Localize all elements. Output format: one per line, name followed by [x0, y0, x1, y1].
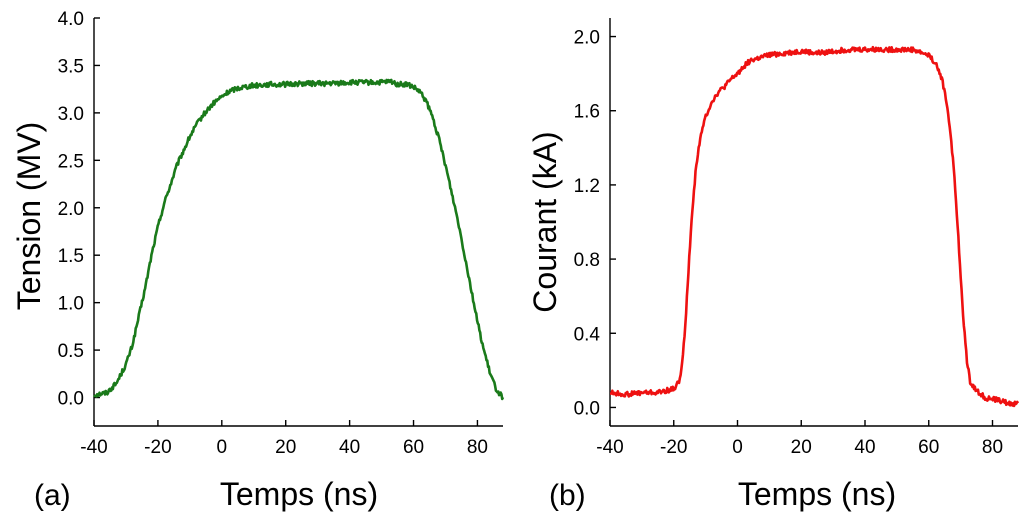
panel-b-x-tick-label: 0: [732, 437, 743, 458]
panel-b-x-tick-label: 60: [918, 437, 939, 458]
panel-a-plot-area: 0.0 0.5 1.0 1.5 2.0 2.5 3.0 3.5 4.0 -40 -20 0 20 40 60…: [58, 9, 505, 458]
panel-b-x-axis-title: Temps (ns): [738, 476, 896, 512]
panel-b-x-tick-label: -20: [660, 437, 687, 458]
panel-a-y-tick-label: 4.0: [58, 9, 84, 30]
panel-a-y-tick-label: 3.0: [58, 104, 84, 125]
panel-b-x-tick-label: 20: [791, 437, 812, 458]
panel-a-x-axis-title: Temps (ns): [220, 476, 378, 512]
panel-a-y-tick-label: 0.5: [58, 341, 84, 362]
panel-a-x-tick-label: 0: [217, 437, 228, 458]
panel-b-y-tick-label: 0.8: [574, 250, 600, 271]
panel-a-y-tick-label: 1.0: [58, 294, 84, 315]
panel-a-y-tick-label: 2.0: [58, 199, 84, 220]
panel-b-series-line: [609, 45, 1019, 408]
panel-a-y-tick-label: 3.5: [58, 56, 84, 77]
panel-a-series-line: [93, 78, 505, 401]
panel-a-y-axis-title: Tension (MV): [11, 122, 47, 311]
panel-a-y-tick-label: 2.5: [58, 151, 84, 172]
panel-a-label: (a): [34, 479, 71, 512]
panel-b-y-axis-title: Courant (kA): [527, 131, 563, 312]
panel-a-x-tick-label: 60: [403, 437, 424, 458]
panel-b-y-tick-label: 2.0: [574, 28, 600, 49]
panel-b-y-tick-label: 1.2: [574, 176, 600, 197]
panel-a-x-tick-label: 80: [467, 437, 488, 458]
panel-a-x-tick-label: -40: [80, 437, 107, 458]
panel-b: 0.0 0.4 0.8 1.2 1.6 2.0 -40 -20 0 20 40 60 80 Couran…: [527, 18, 1019, 512]
panel-a: 0.0 0.5 1.0 1.5 2.0 2.5 3.0 3.5 4.0 -40 -20 0 20 40 60…: [11, 9, 505, 512]
panel-b-plot-area: 0.0 0.4 0.8 1.2 1.6 2.0 -40 -20 0 20 40 60 80: [574, 18, 1019, 458]
panel-a-x-tick-label: 40: [339, 437, 360, 458]
panel-a-y-tick-label: 0.0: [58, 389, 84, 410]
panel-a-x-tick-label: 20: [275, 437, 296, 458]
panel-b-x-tick-label: 40: [854, 437, 875, 458]
panel-b-x-tick-label: 80: [982, 437, 1003, 458]
panel-b-y-tick-label: 0.4: [574, 324, 601, 345]
panel-a-y-tick-label: 1.5: [58, 246, 84, 267]
panel-b-y-tick-label: 0.0: [574, 398, 600, 419]
panel-b-y-tick-label: 1.6: [574, 102, 600, 123]
panel-b-label: (b): [549, 479, 586, 512]
panel-b-x-tick-label: -40: [596, 437, 623, 458]
panel-a-x-tick-label: -20: [144, 437, 171, 458]
